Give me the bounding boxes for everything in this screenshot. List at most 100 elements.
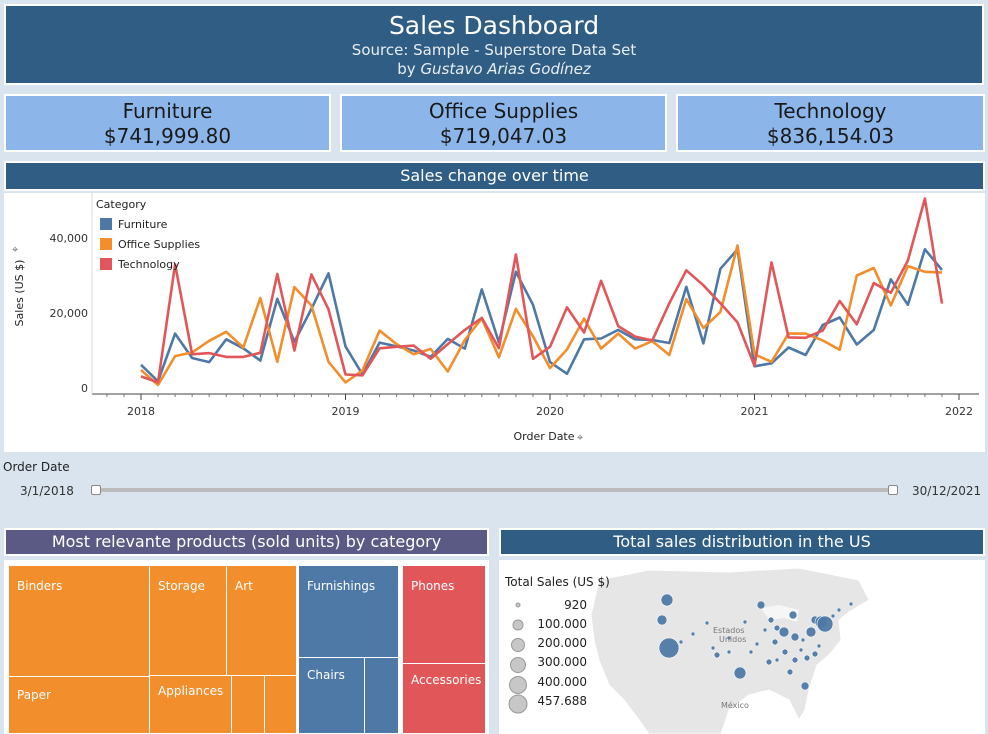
y-tick-label: 20,000	[50, 307, 89, 320]
legend-size-circle	[509, 676, 527, 694]
map-sales-dot[interactable]	[830, 613, 836, 619]
map-sales-dot[interactable]	[742, 619, 748, 625]
map-sales-dot[interactable]	[726, 635, 732, 641]
map-sales-dot[interactable]	[726, 649, 732, 655]
kpi-name: Office Supplies	[428, 99, 579, 123]
kpi-office-supplies: Office Supplies $719,047.03	[340, 94, 667, 152]
tile-office-small-1[interactable]	[231, 675, 265, 734]
map-label-country-1: Estados	[713, 626, 744, 635]
map-sales-dot[interactable]	[848, 601, 854, 607]
tile-paper[interactable]: Paper	[8, 676, 150, 734]
map-sales-dot[interactable]	[754, 641, 760, 647]
tile-binders[interactable]: Binders	[8, 565, 150, 677]
map-legend-title: Total Sales (US $)	[505, 575, 610, 589]
map-sales-dot[interactable]	[756, 600, 766, 610]
x-tick-label: 2019	[332, 405, 360, 418]
tile-label: Furnishings	[307, 579, 376, 593]
products-treemap: Binders Paper Storage Art Appliances Fur…	[4, 560, 489, 734]
author-prefix: by	[397, 60, 416, 78]
tile-phones[interactable]: Phones	[402, 565, 486, 664]
legend-value: 300.000	[537, 655, 587, 669]
map-sales-dot[interactable]	[778, 626, 790, 638]
tile-label: Accessories	[411, 673, 482, 687]
legend-label: Technology	[117, 258, 180, 271]
map-sales-dot[interactable]	[790, 632, 800, 642]
legend-value: 457.688	[537, 694, 587, 708]
map-sales-dot[interactable]	[774, 657, 780, 663]
map-sales-dot[interactable]	[788, 610, 798, 620]
tile-art[interactable]: Art	[226, 565, 297, 676]
map-sales-dot[interactable]	[658, 637, 680, 659]
legend-value: 920	[564, 598, 587, 612]
map-sales-dot[interactable]	[798, 647, 804, 653]
x-tick-label: 2021	[741, 405, 769, 418]
legend-size-circle	[510, 657, 526, 673]
map-sales-dot[interactable]	[690, 631, 696, 637]
legend-label: Furniture	[118, 218, 168, 231]
kpi-value: $741,999.80	[103, 124, 232, 148]
date-filter-label: Order Date	[3, 460, 70, 474]
map-sales-dot[interactable]	[781, 648, 789, 656]
pin-icon: ⌖	[577, 431, 583, 444]
y-axis-title: Sales (US $)	[13, 260, 26, 327]
map-sales-dot[interactable]	[656, 614, 668, 626]
map-sales-dot[interactable]	[767, 616, 775, 624]
map-sales-dot[interactable]	[811, 650, 819, 658]
map-sales-dot[interactable]	[800, 681, 810, 691]
tile-appliances[interactable]: Appliances	[149, 675, 232, 734]
map-label-mexico: México	[721, 700, 749, 710]
legend-size-circle	[512, 619, 524, 631]
kpi-name: Technology	[774, 99, 887, 123]
legend-swatch	[100, 258, 112, 270]
tile-label: Art	[235, 579, 253, 593]
legend-label: Office Supplies	[118, 238, 200, 251]
us-map-panel: Estados Unidos México Total Sales (US $)…	[499, 560, 985, 734]
tile-storage[interactable]: Storage	[149, 565, 227, 676]
map-sales-dot[interactable]	[805, 626, 817, 638]
series-line-technology	[140, 197, 944, 384]
legend-size-circle	[511, 638, 525, 652]
x-tick-label: 2018	[127, 405, 155, 418]
map-sales-dot[interactable]	[816, 615, 834, 633]
author-name: Gustavo Arias Godínez	[420, 60, 591, 78]
tile-label: Phones	[411, 579, 455, 593]
map-sales-dot[interactable]	[771, 638, 779, 646]
date-range-slider[interactable]	[95, 488, 894, 492]
map-sales-dot[interactable]	[733, 666, 747, 680]
map-sales-dot[interactable]	[762, 627, 768, 633]
map-sales-dot[interactable]	[791, 656, 799, 664]
section-sales-over-time: Sales change over time	[4, 161, 985, 191]
date-filter-end: 30/12/2021	[912, 484, 982, 498]
tile-furnishings[interactable]: Furnishings	[298, 565, 399, 658]
tile-chairs[interactable]: Chairs	[298, 657, 365, 734]
legend-value: 100.000	[537, 617, 587, 631]
map-sales-dot[interactable]	[836, 607, 842, 613]
kpi-technology: Technology $836,154.03	[676, 94, 985, 152]
tile-label: Appliances	[158, 684, 224, 698]
tile-label: Binders	[17, 579, 63, 593]
map-sales-dot[interactable]	[713, 651, 721, 659]
tile-office-small-2[interactable]	[264, 675, 297, 734]
x-tick-label: 2022	[945, 405, 973, 418]
map-sales-dot[interactable]	[678, 639, 684, 645]
map-sales-dot[interactable]	[773, 624, 781, 632]
x-tick-label: 2020	[536, 405, 564, 418]
map-sales-dot[interactable]	[765, 658, 773, 666]
tile-label: Storage	[158, 579, 205, 593]
map-sales-dot[interactable]	[710, 645, 716, 651]
legend-value: 200.000	[537, 636, 587, 650]
tile-accessories[interactable]: Accessories	[402, 663, 486, 734]
tile-furniture-small[interactable]	[364, 657, 399, 734]
dashboard-author: by Gustavo Arias Godínez	[6, 60, 982, 79]
slider-start-handle[interactable]	[91, 485, 101, 495]
slider-end-handle[interactable]	[888, 485, 898, 495]
y-tick-label: 40,000	[50, 232, 89, 245]
map-sales-dot[interactable]	[704, 620, 710, 626]
map-sales-dot[interactable]	[816, 643, 822, 649]
us-map[interactable]: Estados Unidos México	[499, 560, 985, 734]
map-sales-dot[interactable]	[786, 668, 794, 676]
map-sales-dot[interactable]	[660, 593, 674, 607]
map-sales-dot[interactable]	[803, 654, 811, 662]
map-sales-dot[interactable]	[748, 649, 754, 655]
map-sales-dot[interactable]	[800, 637, 806, 643]
